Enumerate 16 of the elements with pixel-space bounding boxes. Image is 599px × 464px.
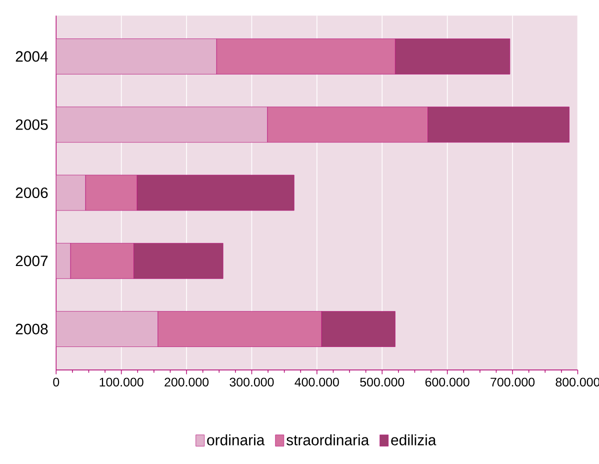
x-tick-label: 600.000 <box>425 378 470 387</box>
y-tick-label: 2005 <box>16 119 48 130</box>
x-tick-label: 0 <box>53 378 60 387</box>
y-tick-label: 2006 <box>16 187 48 198</box>
legend-label: straordinaria <box>286 434 370 446</box>
x-tick-label: 300.000 <box>230 378 274 387</box>
legend-label: edilizia <box>391 434 436 446</box>
x-tick-label: 100.000 <box>100 378 144 387</box>
x-tick-label: 700.000 <box>490 378 535 387</box>
y-tick-label: 2007 <box>16 256 48 266</box>
legend-label: ordinaria <box>207 434 265 446</box>
x-tick-label: 500.000 <box>360 378 404 387</box>
x-tick-label: 400.000 <box>294 378 339 387</box>
y-tick-label: 2008 <box>16 324 48 334</box>
y-tick-label: 2004 <box>16 51 48 62</box>
x-tick-label: 200.000 <box>164 378 209 387</box>
